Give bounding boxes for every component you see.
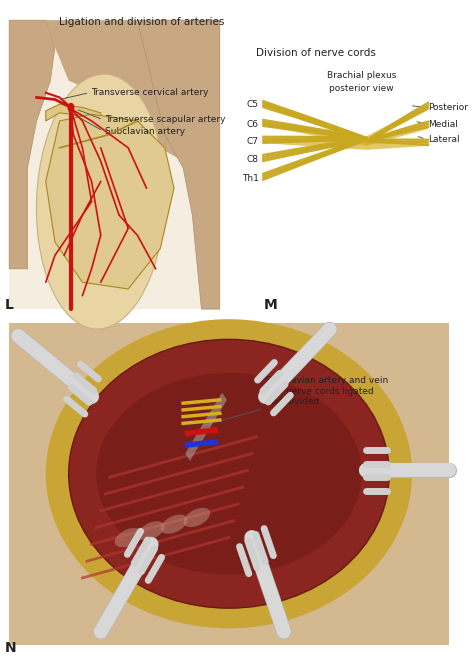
Text: Lateral: Lateral bbox=[428, 134, 460, 144]
Ellipse shape bbox=[96, 373, 362, 575]
Text: Th1: Th1 bbox=[242, 173, 259, 183]
Text: M: M bbox=[263, 298, 277, 312]
Text: Transverse scapular artery: Transverse scapular artery bbox=[105, 115, 226, 124]
Polygon shape bbox=[9, 20, 55, 269]
Polygon shape bbox=[137, 20, 220, 309]
Polygon shape bbox=[9, 20, 220, 309]
Ellipse shape bbox=[36, 74, 165, 329]
Text: Subclavian artery: Subclavian artery bbox=[105, 126, 185, 136]
Text: Transverse cervical artery: Transverse cervical artery bbox=[91, 88, 209, 97]
Text: C8: C8 bbox=[246, 155, 259, 164]
Text: posterior view: posterior view bbox=[329, 84, 394, 93]
Text: C6: C6 bbox=[246, 120, 259, 129]
Ellipse shape bbox=[161, 515, 187, 534]
Ellipse shape bbox=[115, 528, 142, 547]
Ellipse shape bbox=[46, 319, 412, 628]
Polygon shape bbox=[46, 20, 220, 161]
Circle shape bbox=[68, 103, 74, 112]
Ellipse shape bbox=[183, 508, 210, 527]
Ellipse shape bbox=[69, 339, 389, 608]
Text: C7: C7 bbox=[246, 136, 259, 146]
Polygon shape bbox=[46, 104, 101, 121]
Text: Ligation and division of arteries: Ligation and division of arteries bbox=[59, 17, 225, 27]
Text: Subclavian artery and vein
and nerve cords ligated
and divided: Subclavian artery and vein and nerve cor… bbox=[202, 376, 388, 426]
Text: L: L bbox=[5, 298, 13, 312]
Polygon shape bbox=[263, 121, 428, 146]
Text: Division of nerve cords: Division of nerve cords bbox=[256, 48, 376, 58]
Text: Posterior: Posterior bbox=[428, 103, 468, 112]
Polygon shape bbox=[263, 138, 428, 150]
Polygon shape bbox=[263, 101, 428, 143]
Polygon shape bbox=[46, 114, 174, 289]
Polygon shape bbox=[185, 393, 227, 460]
Text: Medial: Medial bbox=[428, 120, 458, 129]
Text: C5: C5 bbox=[246, 99, 259, 109]
Text: N: N bbox=[5, 641, 16, 655]
Ellipse shape bbox=[138, 521, 164, 540]
Text: Brachial plexus: Brachial plexus bbox=[327, 71, 396, 79]
Polygon shape bbox=[9, 323, 449, 645]
